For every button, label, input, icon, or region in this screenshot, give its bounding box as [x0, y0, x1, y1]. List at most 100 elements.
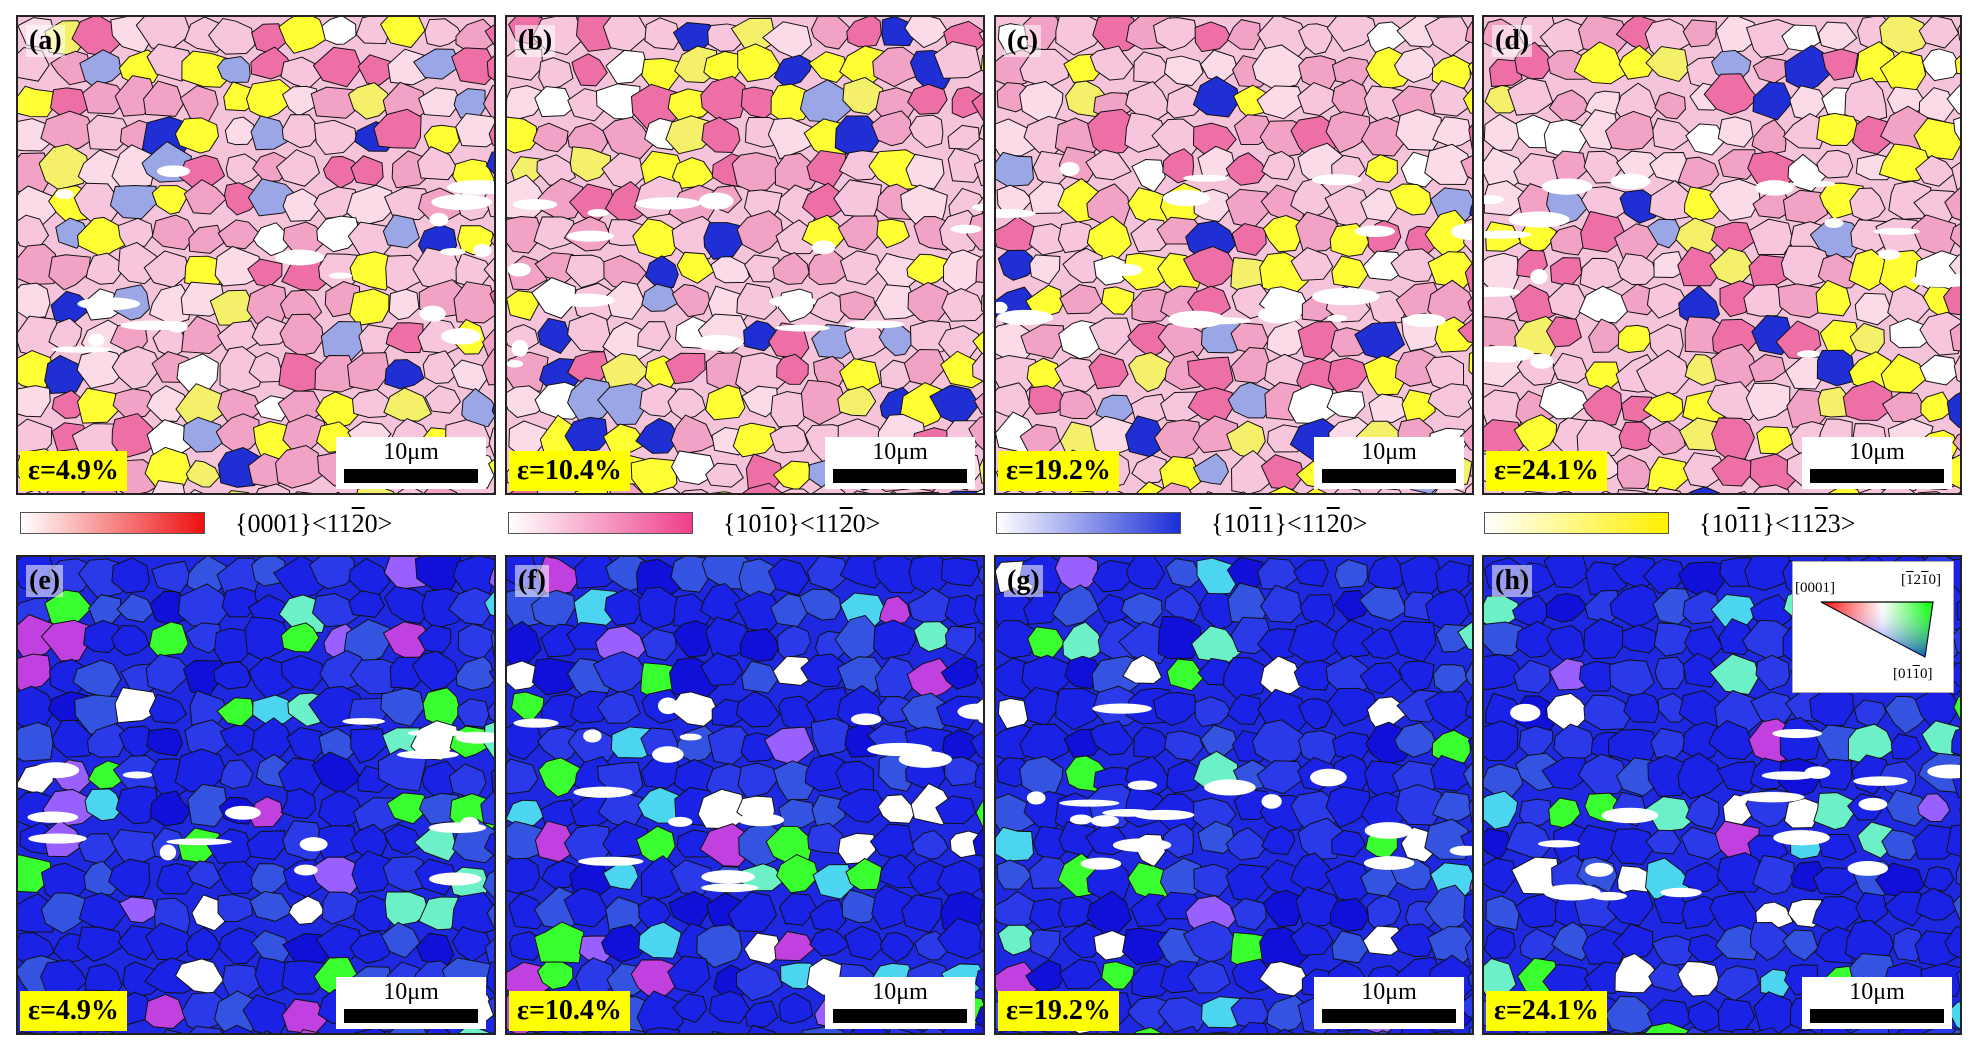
grain — [1653, 622, 1694, 657]
grain — [537, 177, 584, 221]
grain — [871, 110, 912, 147]
unindexed-region — [166, 838, 232, 846]
unindexed-region — [1824, 218, 1844, 228]
grain — [1260, 454, 1305, 490]
grain — [1231, 449, 1279, 493]
unindexed-region — [1761, 771, 1816, 780]
unindexed-region — [1261, 794, 1282, 809]
grain — [1131, 288, 1171, 323]
grain — [242, 994, 289, 1033]
unindexed-region — [328, 272, 353, 279]
grain — [1484, 720, 1519, 762]
grain — [318, 790, 365, 830]
grain — [1162, 823, 1195, 859]
grain — [1541, 756, 1593, 790]
grain — [40, 110, 98, 152]
unindexed-region — [122, 771, 153, 779]
unindexed-region — [428, 822, 487, 834]
grain — [488, 668, 494, 681]
panel-label: (e) — [26, 565, 64, 597]
scale-bar: 10μm — [336, 977, 486, 1029]
grain — [181, 315, 226, 354]
panel-d: (d) ε=24.1% 10μm — [1482, 15, 1962, 495]
grain — [1922, 48, 1960, 82]
unindexed-region — [1847, 861, 1889, 876]
grain — [605, 49, 649, 85]
grain — [732, 422, 778, 458]
grain — [251, 717, 293, 761]
grain — [597, 383, 648, 426]
grain — [183, 179, 228, 215]
grain — [1797, 1029, 1817, 1033]
grain — [383, 387, 432, 422]
grain — [1059, 958, 1103, 990]
grain — [349, 251, 396, 291]
grain — [1744, 557, 1791, 591]
legend-item-pyramidal-ca: {1011}<1123> — [1484, 505, 1964, 545]
grain — [1609, 584, 1664, 628]
unindexed-region — [635, 197, 701, 210]
grain — [1390, 248, 1435, 283]
grain — [1088, 353, 1129, 390]
grain — [564, 416, 609, 455]
grain — [1088, 317, 1133, 356]
grain — [1644, 796, 1695, 833]
grain — [971, 92, 983, 122]
grain — [1777, 283, 1829, 319]
grain — [1389, 183, 1432, 216]
grain — [451, 891, 494, 938]
unindexed-region — [1204, 779, 1256, 796]
grain — [18, 721, 54, 762]
grain — [300, 1028, 320, 1033]
grain — [940, 557, 980, 587]
grain — [1393, 722, 1437, 758]
grain — [418, 792, 459, 825]
grain — [461, 387, 494, 428]
grain — [151, 214, 197, 251]
grain — [1173, 1025, 1199, 1033]
grain — [973, 594, 983, 625]
grain — [975, 488, 983, 493]
grain — [207, 17, 256, 55]
grain — [667, 955, 711, 994]
grain — [778, 992, 814, 1024]
grain — [672, 993, 708, 1023]
grain — [1752, 81, 1793, 121]
grain — [1709, 653, 1760, 696]
grain — [507, 385, 547, 418]
grain — [174, 117, 220, 154]
grain — [1484, 790, 1519, 830]
grain — [1057, 221, 1099, 254]
grain — [710, 491, 733, 493]
unindexed-region — [769, 295, 817, 308]
grain — [1953, 354, 1960, 383]
panel-label: (g) — [1004, 565, 1043, 597]
grain — [1654, 486, 1682, 493]
grain — [1124, 112, 1167, 153]
texture-map — [996, 17, 1472, 493]
grain — [322, 155, 361, 189]
grain — [250, 46, 293, 80]
grain — [1230, 347, 1274, 384]
ipf-triangle-icon — [1820, 601, 1934, 658]
unindexed-region — [1080, 857, 1122, 870]
grain — [145, 653, 193, 695]
grain — [187, 783, 229, 828]
grain — [83, 860, 121, 896]
grain — [1573, 41, 1626, 85]
grain — [1165, 558, 1202, 588]
unindexed-region — [1911, 273, 1960, 288]
grain — [18, 893, 55, 933]
grain — [18, 282, 51, 319]
grain — [943, 249, 983, 295]
grain — [1194, 21, 1232, 53]
grain — [1261, 150, 1296, 181]
grain — [488, 568, 494, 588]
grain — [1621, 624, 1660, 654]
grain — [878, 323, 913, 357]
unindexed-region — [1363, 856, 1415, 870]
grain — [1368, 393, 1408, 423]
grain — [1469, 204, 1472, 217]
grain — [1748, 354, 1786, 383]
scale-bar: 10μm — [1314, 437, 1464, 489]
